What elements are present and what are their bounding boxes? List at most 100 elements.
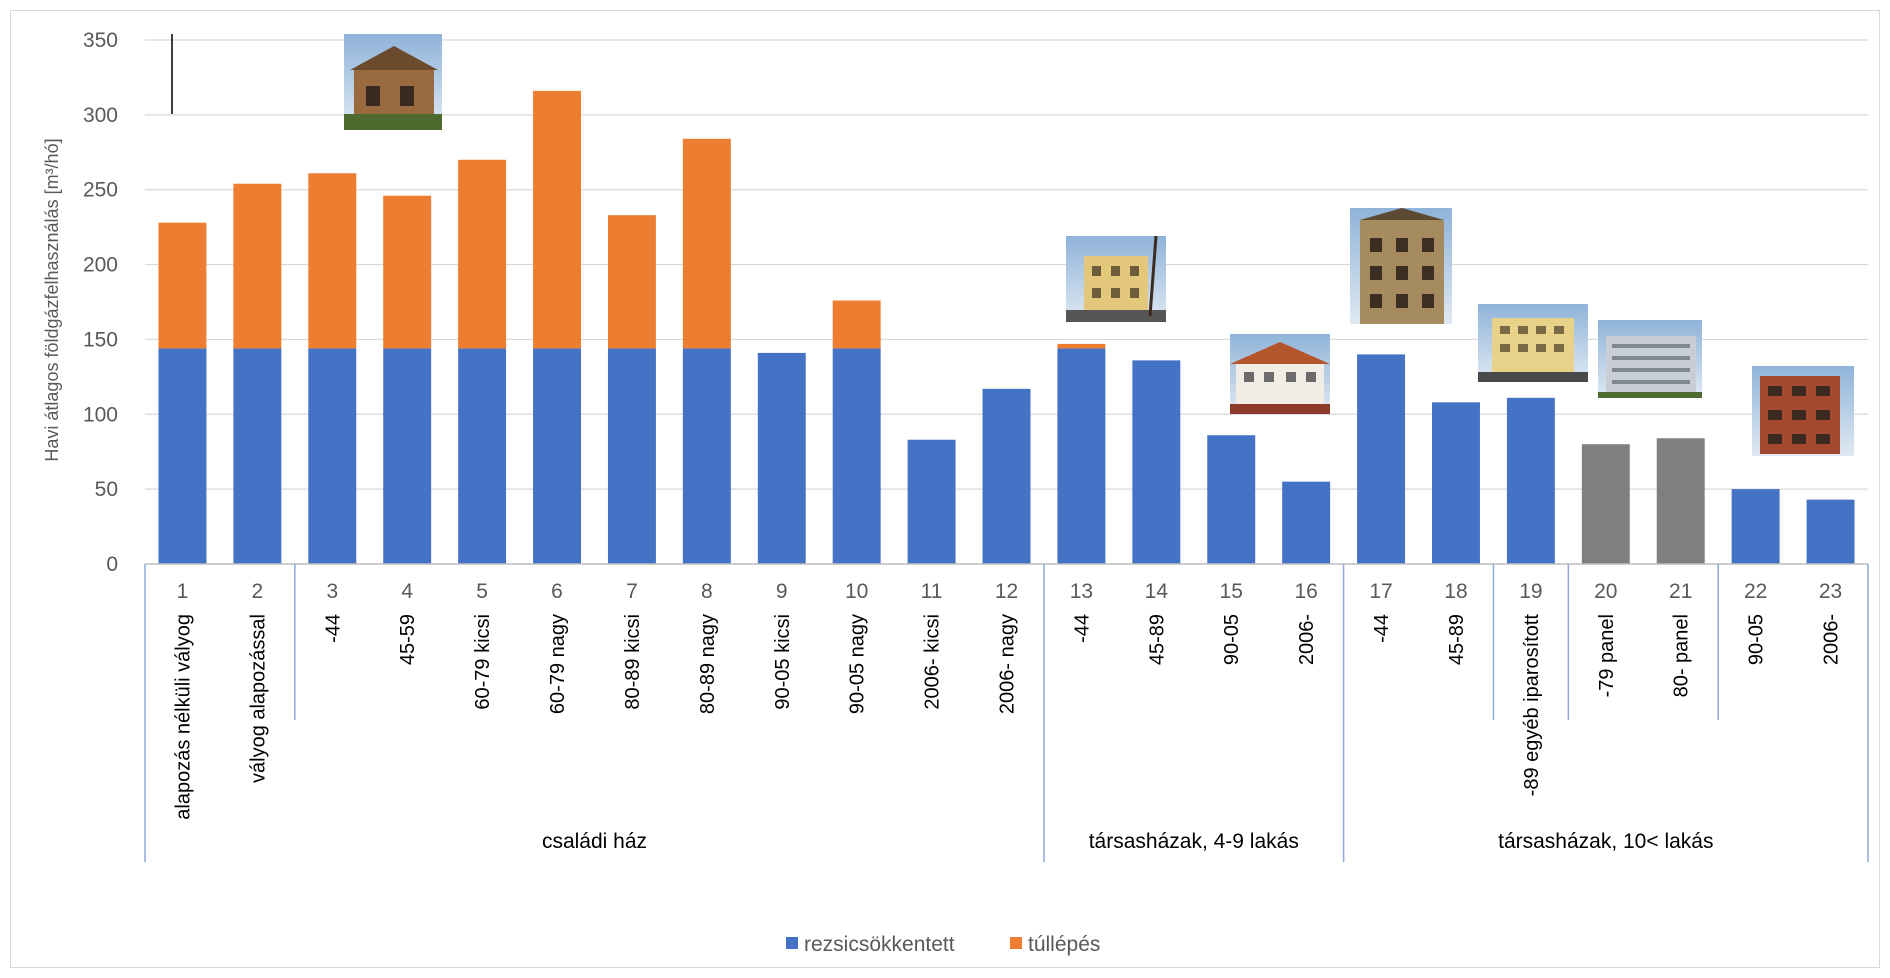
category-label-20: 20 xyxy=(1594,580,1617,603)
bar-rezsicsökkentett-7 xyxy=(607,348,656,564)
legend-label-tullepes: túllépés xyxy=(1028,933,1100,956)
y-tick-label: 50 xyxy=(95,478,118,501)
photo-brick-building xyxy=(1752,366,1854,456)
bar-túllépés-5 xyxy=(458,159,507,349)
bar-rezsicsökkentett-3 xyxy=(308,348,357,564)
subcategory-label: 2006- xyxy=(1821,614,1843,665)
subcategory-label: 45-89 xyxy=(1146,614,1168,665)
category-label-2: 2 xyxy=(252,580,264,603)
photo-apartment-10-b xyxy=(1478,304,1588,382)
bar-rezsicsökkentett-2 xyxy=(233,348,282,564)
bar-túllépés-2 xyxy=(233,183,282,349)
bar-rezsicsökkentett-18 xyxy=(1432,402,1480,564)
category-label-15: 15 xyxy=(1220,580,1243,603)
category-label-1: 1 xyxy=(177,580,189,603)
bars xyxy=(158,90,1855,564)
group-label: társasházak, 4-9 lakás xyxy=(1089,830,1299,853)
y-axis-ticks: 0 50 100 150 200 250 300 350 xyxy=(83,29,118,576)
y-tick-label: 250 xyxy=(83,179,118,202)
category-label-14: 14 xyxy=(1145,580,1169,603)
category-label-16: 16 xyxy=(1294,580,1317,603)
photo-panel-building xyxy=(1598,320,1702,398)
group-label: családi ház xyxy=(542,830,647,853)
subcategory-label: 80-89 kicsi xyxy=(622,614,644,710)
bar-rezsicsökkentett-9 xyxy=(757,352,806,564)
bar-rezsicsökkentett-13 xyxy=(1057,348,1106,564)
subcategory-label: 60-79 kicsi xyxy=(472,614,494,710)
legend-swatch-rezsicsokkentett xyxy=(786,937,798,949)
bar-rezsicsökkentett-5 xyxy=(458,348,507,564)
category-label-7: 7 xyxy=(626,580,638,603)
photo-family-house xyxy=(344,34,442,130)
bar-túllépés-7 xyxy=(607,215,656,349)
category-label-9: 9 xyxy=(776,580,788,603)
bar-rezsicsökkentett-4 xyxy=(383,348,432,564)
category-label-12: 12 xyxy=(995,580,1018,603)
bar-túllépés-3 xyxy=(308,173,357,349)
bar-túllépés-6 xyxy=(533,90,581,349)
y-tick-label: 350 xyxy=(83,29,118,52)
category-label-23: 23 xyxy=(1819,580,1842,603)
subcategory-label: 45-59 xyxy=(397,614,419,665)
bar-túllépés-8 xyxy=(682,138,731,349)
bar-rezsicsökkentett-6 xyxy=(533,348,581,564)
bar-rezsicsökkentett-23 xyxy=(1806,499,1855,564)
subcategory-label: 80-89 nagy xyxy=(697,614,719,714)
subcategory-label: -44 xyxy=(322,614,344,643)
subcategory-label: 2006- kicsi xyxy=(922,614,944,710)
group-label: társasházak, 10< lakás xyxy=(1498,830,1713,853)
category-label-6: 6 xyxy=(551,580,563,603)
subcategory-label: -44 xyxy=(1371,614,1393,643)
category-label-4: 4 xyxy=(401,580,413,603)
subcategory-label: 45-89 xyxy=(1446,614,1468,665)
bar-rezsicsökkentett-17 xyxy=(1357,354,1406,564)
group-labels: családi ház társasházak, 4-9 lakás társash… xyxy=(542,830,1714,853)
y-tick-label: 200 xyxy=(83,254,118,277)
legend: rezsicsökkentett túllépés xyxy=(786,933,1100,956)
bar-rezsicsökkentett-22 xyxy=(1731,489,1780,564)
x-axis xyxy=(144,563,1869,862)
y-tick-label: 0 xyxy=(106,553,118,576)
subcategory-label: 2006- nagy xyxy=(997,614,1019,714)
subcategory-label: 2006- xyxy=(1296,614,1318,665)
category-label-8: 8 xyxy=(701,580,713,603)
bar-rezsicsökkentett-8 xyxy=(682,348,731,564)
y-tick-label: 100 xyxy=(83,403,118,426)
subcategory-label: 80- panel xyxy=(1671,614,1693,697)
category-label-11: 11 xyxy=(921,580,943,603)
bar-rezsicsökkentett-12 xyxy=(982,388,1031,564)
subcategory-label: 90-05 xyxy=(1746,614,1768,665)
category-label-13: 13 xyxy=(1070,580,1093,603)
y-tick-label: 150 xyxy=(83,328,118,351)
bar-rezsicsökkentett-20 xyxy=(1581,444,1630,564)
bar-túllépés-4 xyxy=(383,195,432,349)
subcategory-label: -79 panel xyxy=(1596,614,1618,697)
subcategory-label: -89 egyéb iparosított xyxy=(1521,614,1543,797)
subcategory-label: 60-79 nagy xyxy=(547,614,569,714)
category-label-21: 21 xyxy=(1669,580,1692,603)
bar-túllépés-1 xyxy=(158,222,207,349)
chart-frame xyxy=(10,10,1880,968)
photo-apartment-4-9-b xyxy=(1230,334,1330,414)
bar-rezsicsökkentett-10 xyxy=(832,348,881,564)
subcategory-label: -44 xyxy=(1071,614,1093,643)
subcategory-label: 90-05 kicsi xyxy=(772,614,794,710)
bar-rezsicsökkentett-14 xyxy=(1132,360,1181,564)
bar-túllépés-10 xyxy=(832,300,881,349)
bar-rezsicsökkentett-11 xyxy=(907,439,956,564)
legend-label-rezsicsokkentett: rezsicsökkentett xyxy=(804,933,955,956)
subcategory-label: 90-05 xyxy=(1221,614,1243,665)
photo-apartment-4-9-a xyxy=(1066,235,1166,322)
subcategory-label: alapozás nélküli vályog xyxy=(172,614,194,820)
legend-swatch-tullepes xyxy=(1010,937,1022,949)
y-tick-label: 300 xyxy=(83,104,118,127)
bar-rezsicsökkentett-15 xyxy=(1207,435,1256,564)
subcategory-labels: alapozás nélküli vályog vályog alapozássa… xyxy=(172,614,1842,820)
category-label-19: 19 xyxy=(1519,580,1542,603)
y-axis-label: Havi átlagos földgázfelhasználás [m³/hó] xyxy=(42,138,62,461)
category-labels: 1 2 3 4 5 6 7 8 9 10 11 12 13 14 15 16 17 18 19 20 21 22 23 xyxy=(177,580,1843,603)
bar-túllépés-13 xyxy=(1057,343,1106,349)
subcategory-label: 90-05 nagy xyxy=(847,614,869,714)
category-label-3: 3 xyxy=(326,580,338,603)
